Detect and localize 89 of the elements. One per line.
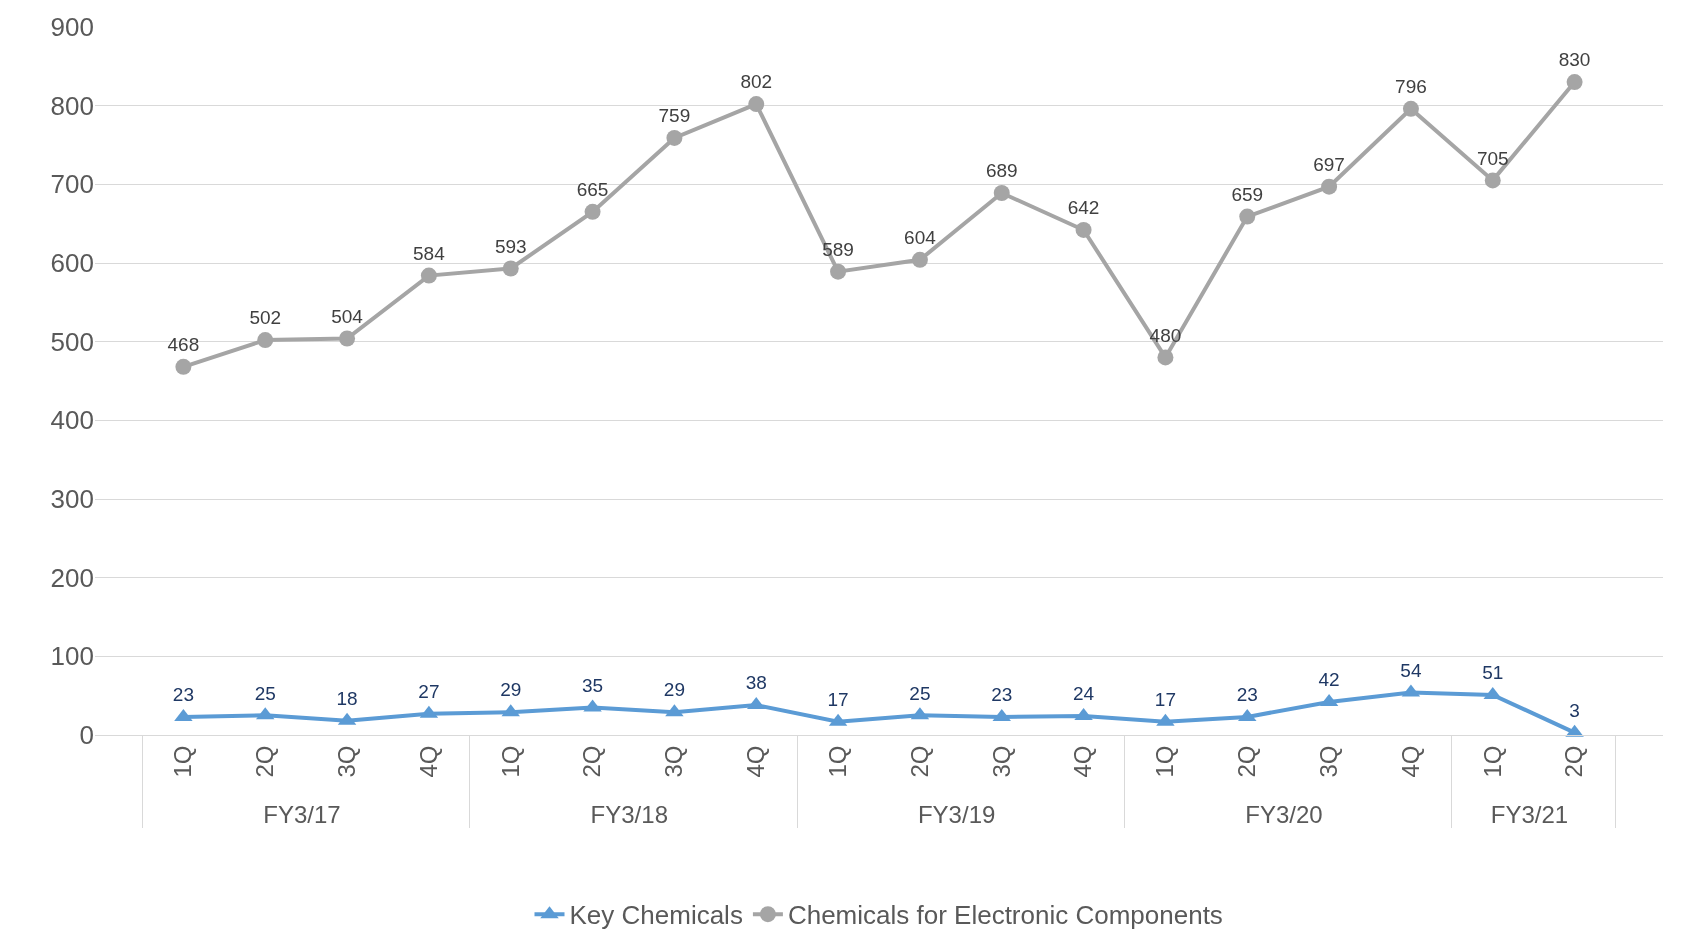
x-tick-label: 2Q xyxy=(1560,745,1588,778)
data-label: 25 xyxy=(909,682,931,704)
data-label: 23 xyxy=(991,684,1013,706)
text: FY3/21 xyxy=(1490,800,1569,828)
data-label: 35 xyxy=(582,674,604,696)
x-tick-label: 4Q xyxy=(414,745,442,778)
x-tick-label: 3Q xyxy=(987,745,1015,778)
x-tick-label: 4Q xyxy=(1069,745,1097,778)
data-label: 29 xyxy=(500,679,522,701)
data-label: 705 xyxy=(1476,147,1509,169)
data-label: 25 xyxy=(254,682,276,704)
point xyxy=(339,330,356,347)
data-label: 23 xyxy=(1236,684,1258,706)
x-tick-label: 2Q xyxy=(905,745,933,778)
point xyxy=(666,129,683,146)
point xyxy=(1075,221,1092,238)
x-tick-label: 1Q xyxy=(496,745,524,778)
data-label: 593 xyxy=(494,235,527,257)
y-tick-label: 300 xyxy=(50,484,94,515)
data-label: 23 xyxy=(172,684,194,706)
text: FY3/17 xyxy=(263,800,341,828)
y-tick-label: 200 xyxy=(50,562,94,593)
y-tick-label: 700 xyxy=(50,169,94,200)
data-label: 665 xyxy=(576,179,609,201)
text: FY3/18 xyxy=(590,800,668,828)
y-tick-label: 400 xyxy=(50,405,94,436)
x-tick-label: 3Q xyxy=(1314,745,1342,778)
data-label: 17 xyxy=(827,688,849,710)
data-label: 504 xyxy=(331,305,364,327)
data-label: 759 xyxy=(658,105,691,127)
data-label: 689 xyxy=(985,160,1018,182)
x-tick-label: 2Q xyxy=(1233,745,1261,778)
data-label: 24 xyxy=(1073,683,1095,705)
data-label: 27 xyxy=(418,681,440,703)
data-label: 659 xyxy=(1231,183,1264,205)
data-label: 802 xyxy=(740,71,773,93)
x-tick-label: 3Q xyxy=(332,745,360,778)
data-label: 3 xyxy=(1569,699,1580,721)
y-tick-label: 100 xyxy=(50,641,94,672)
point xyxy=(748,96,765,113)
y-tick-label: 0 xyxy=(79,720,94,751)
y-tick-label: 900 xyxy=(50,12,94,43)
x-tick-label: 3Q xyxy=(660,745,688,778)
x-tick-label: 4Q xyxy=(1396,745,1424,778)
point xyxy=(1157,349,1174,366)
point xyxy=(584,203,601,220)
x-tick-label: 1Q xyxy=(169,745,197,778)
data-label: 18 xyxy=(336,688,358,710)
data-label: 502 xyxy=(249,307,282,329)
point xyxy=(257,332,274,349)
point xyxy=(830,263,847,280)
data-label: 29 xyxy=(663,679,685,701)
data-label: 480 xyxy=(1149,324,1182,346)
x-tick-label: 2Q xyxy=(251,745,279,778)
text: FY3/19 xyxy=(917,800,996,828)
legend-label: Chemicals for Electronic Components xyxy=(787,900,1223,931)
data-label: 468 xyxy=(167,334,200,356)
data-label: 697 xyxy=(1313,153,1345,175)
data-label: 796 xyxy=(1395,76,1427,98)
point xyxy=(502,260,519,277)
data-label: 42 xyxy=(1318,669,1340,691)
x-tick-label: 1Q xyxy=(1151,745,1179,778)
x-tick-label: 1Q xyxy=(823,745,851,778)
point xyxy=(993,184,1010,201)
x-tick-label: 1Q xyxy=(1478,745,1506,778)
data-label: 38 xyxy=(745,672,767,694)
point xyxy=(1402,100,1419,117)
point xyxy=(911,251,928,268)
data-label: 604 xyxy=(904,227,937,249)
data-label: 584 xyxy=(413,242,446,264)
point xyxy=(420,267,437,284)
point xyxy=(1321,178,1338,195)
y-tick-label: 800 xyxy=(50,90,94,121)
data-label: 830 xyxy=(1558,49,1591,71)
point xyxy=(1484,172,1501,189)
x-tick-label: 4Q xyxy=(742,745,770,778)
x-tick-label: 2Q xyxy=(578,745,606,778)
legend-label: Key Chemicals xyxy=(569,900,743,931)
point xyxy=(1239,208,1256,225)
point xyxy=(175,358,192,375)
y-tick-label: 500 xyxy=(50,326,94,357)
data-label: 51 xyxy=(1482,662,1504,684)
data-label: 589 xyxy=(822,238,854,260)
point xyxy=(1566,74,1583,91)
data-label: 17 xyxy=(1154,688,1176,710)
data-label: 642 xyxy=(1067,197,1100,219)
y-tick-label: 600 xyxy=(50,248,94,279)
data-label: 54 xyxy=(1400,659,1422,681)
text: FY3/20 xyxy=(1245,800,1323,828)
